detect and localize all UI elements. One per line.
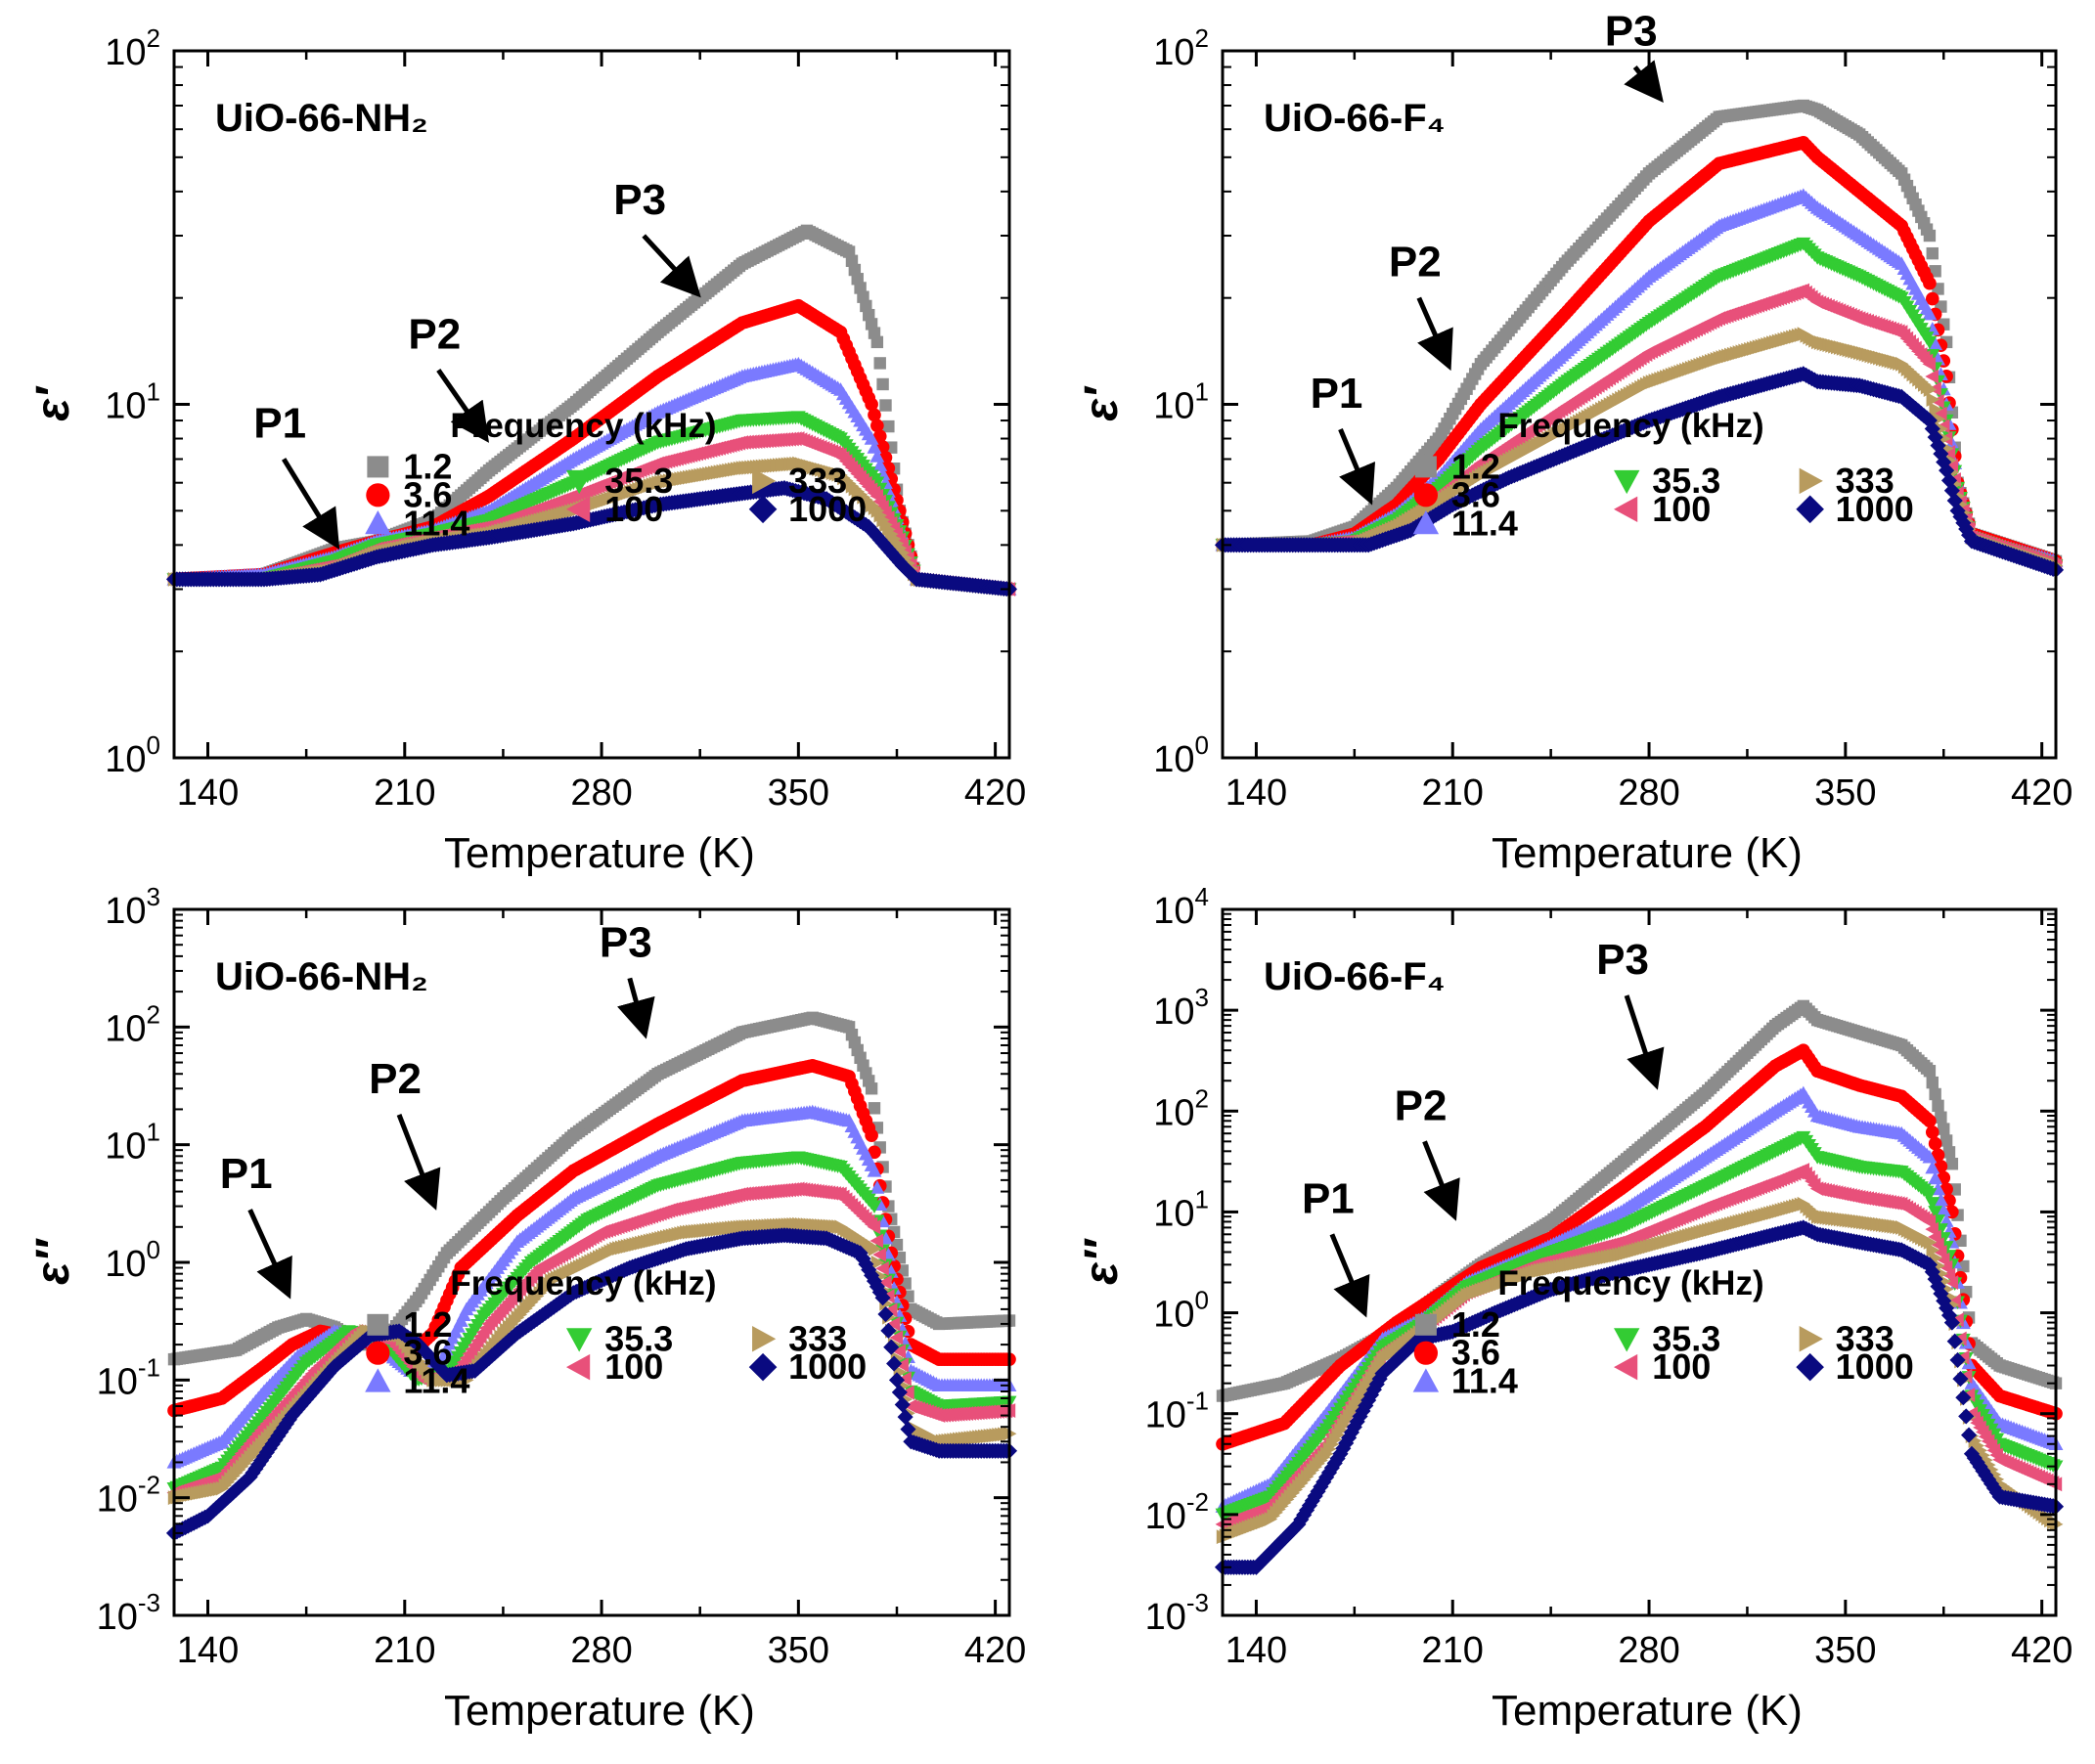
y-tick-label: 101 [1153,377,1209,427]
legend-title: Frequency (kHz) [1497,407,1763,445]
data-point [870,419,884,433]
x-tick-label: 420 [964,772,1026,814]
legend-marker [1799,467,1823,495]
x-tick-label: 420 [2011,772,2073,814]
y-tick-label: 100 [1153,730,1209,780]
x-tick-label: 280 [1618,772,1679,814]
legend-label: 1000 [1836,489,1914,529]
annotation-arrow [1624,60,1664,103]
data-point [876,377,889,391]
legend-marker [1413,483,1438,507]
data-point [867,440,882,454]
peak-label-p2: P2 [408,310,461,358]
data-point [1923,276,1937,290]
data-series-group [1214,99,2065,578]
x-tick-label: 140 [1226,772,1287,814]
sample-label: UiO-66-F₄ [1264,97,1446,140]
data-point [1926,246,1939,260]
peak-label-p3: P3 [1605,8,1658,56]
data-point [873,357,886,370]
legend-title: Frequency (kHz) [450,407,716,445]
legend-marker [365,510,391,535]
legend-label: 11.4 [403,503,469,543]
legend-marker [1414,456,1437,478]
annotation-arrow [282,458,340,550]
y-axis-label: ε′ [27,385,79,421]
data-point [865,1128,878,1142]
legend-marker [367,456,389,478]
data-point [1923,229,1937,243]
x-tick-label: 350 [768,772,829,814]
legend-label: 100 [604,489,663,529]
x-tick-label: 140 [177,772,239,814]
x-tick-label: 210 [1422,772,1484,814]
data-point [865,1082,878,1095]
x-tick-label: 210 [374,772,435,814]
y-tick-label: 101 [105,377,160,427]
data-point [872,458,888,471]
data-point [865,397,878,412]
legend-marker [366,483,390,507]
data-point [1925,291,1939,306]
y-tick-label: 102 [105,23,160,73]
y-axis-label: ε′ [1076,385,1128,421]
x-tick-label: 280 [570,772,632,814]
data-point [870,335,884,349]
peak-label-p1: P1 [253,399,306,447]
sample-label: UiO-66-NH₂ [215,97,428,140]
legend-marker [1614,496,1638,522]
peak-label-p2: P2 [1389,239,1442,287]
x-axis-label: Temperature (K) [444,829,755,877]
annotation-arrow [1338,428,1376,506]
y-tick-label: 102 [1153,23,1209,73]
legend-label: 11.4 [1451,503,1518,543]
annotation-arrow [1416,296,1453,372]
peak-label-p3: P3 [613,176,666,224]
data-point [879,399,892,412]
panel-bottom-left: 140 210 280 350 42010-310-210-1100101102103 … [27,882,1026,1735]
panel-top-left: 140 210 280 350 420 100 101 102 UiO-66-NH₂ ε′ T… [27,23,1026,877]
annotation-arrow [642,234,701,298]
legend-item-1000: 1000 [1796,489,1914,529]
peak-label-p1: P1 [1311,370,1363,418]
legend-label: 100 [1652,489,1711,529]
y-tick-label: 100 [105,730,160,780]
legend-marker [1796,495,1824,524]
legend-marker [1614,469,1640,495]
panel-top-right: 140 210 280 350 420 100 101 102 UiO-66-F₄ ε′ Te… [1076,8,2073,877]
x-axis-label: Temperature (K) [1492,829,1803,877]
data-point [882,419,895,433]
legend-label: 1000 [788,489,867,529]
data-point [864,431,879,445]
data-point [868,408,881,422]
x-tick-label: 350 [1814,772,1876,814]
data-point [868,1102,881,1115]
data-point [869,449,885,463]
legend-item-100: 100 [1614,489,1711,529]
data-point [872,429,887,443]
